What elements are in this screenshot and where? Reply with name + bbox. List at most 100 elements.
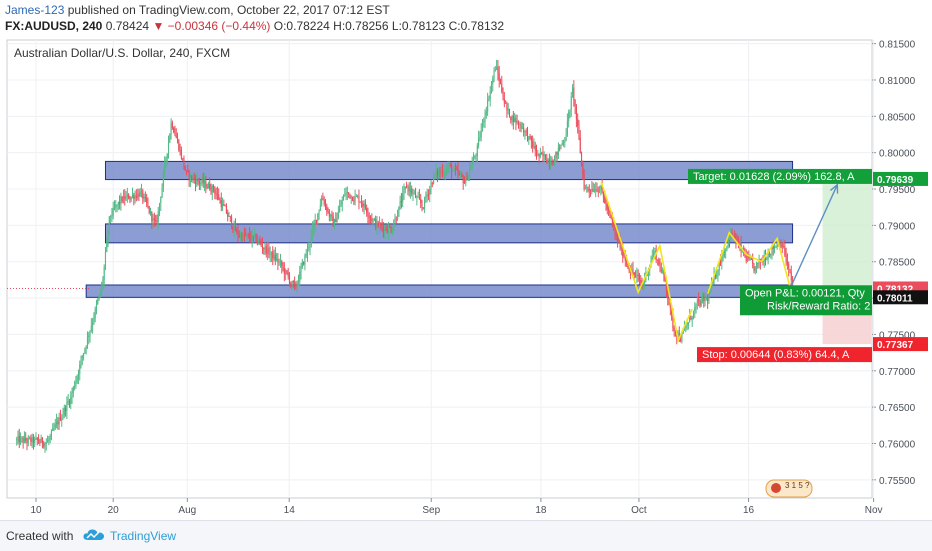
candle-body bbox=[32, 437, 34, 443]
candle-body bbox=[525, 130, 527, 132]
candle-body bbox=[360, 202, 363, 204]
candle-body bbox=[532, 141, 534, 148]
candle-body bbox=[38, 439, 40, 443]
candle-body bbox=[34, 438, 36, 443]
candle-body bbox=[240, 234, 242, 237]
candle-body bbox=[529, 136, 531, 137]
candle-body bbox=[268, 247, 270, 255]
candle-body bbox=[655, 250, 657, 261]
candle-body bbox=[552, 164, 554, 166]
candle-body bbox=[86, 336, 89, 347]
pattern-line[interactable] bbox=[600, 181, 693, 343]
candle-body bbox=[656, 259, 659, 261]
candle-body bbox=[202, 179, 204, 184]
candle-body bbox=[465, 175, 467, 184]
candle-body bbox=[384, 227, 386, 232]
candle-body bbox=[444, 173, 446, 174]
y-tick-label: 0.76000 bbox=[879, 439, 916, 450]
target-label[interactable]: Target: 0.01628 (2.09%) 162.8, A bbox=[688, 168, 872, 184]
price-tag-box bbox=[873, 171, 928, 186]
candle-body bbox=[95, 303, 98, 309]
author-link[interactable]: James-123 bbox=[5, 3, 65, 17]
x-tick-label: Nov bbox=[865, 505, 883, 516]
candle-body bbox=[399, 200, 401, 207]
candle-body bbox=[515, 117, 517, 123]
candle-body bbox=[297, 282, 300, 284]
candle-body bbox=[385, 227, 387, 230]
stop-label[interactable]: Stop: 0.00644 (0.83%) 64.4, A bbox=[697, 347, 872, 363]
price-tag-text: 0.78132 bbox=[877, 284, 914, 295]
candle-body bbox=[691, 318, 693, 320]
sr-zone[interactable] bbox=[104, 223, 794, 244]
candle-body bbox=[157, 210, 159, 222]
candle-body bbox=[604, 196, 606, 204]
candle-body bbox=[723, 250, 725, 257]
plot-area[interactable] bbox=[6, 39, 873, 499]
candle-body bbox=[412, 193, 414, 194]
candlestick-chart[interactable]: 0.81500 0.81000 0.80500 0.80000 0.79500 0.790… bbox=[0, 36, 932, 520]
candle-body bbox=[371, 217, 373, 222]
candle-body bbox=[766, 259, 768, 261]
candle-body bbox=[290, 283, 292, 285]
candle-body bbox=[92, 322, 94, 327]
candle-body bbox=[59, 417, 61, 421]
candle-body bbox=[213, 185, 215, 190]
target-area[interactable] bbox=[822, 178, 871, 298]
candle-body bbox=[314, 219, 316, 225]
candle-body bbox=[770, 254, 772, 256]
candle-body bbox=[714, 274, 716, 278]
candle-body bbox=[162, 173, 164, 187]
candle-body bbox=[133, 194, 135, 200]
candle-body bbox=[48, 439, 50, 442]
created-with-label: Created with bbox=[6, 529, 74, 543]
candle-body bbox=[198, 181, 200, 184]
candle-body bbox=[510, 117, 512, 121]
candle-body bbox=[615, 232, 617, 235]
candle-body bbox=[207, 183, 209, 189]
projection-arrow-line[interactable] bbox=[788, 184, 838, 292]
candle-body bbox=[312, 227, 314, 236]
candle-body bbox=[408, 186, 410, 192]
flag-icon bbox=[771, 483, 781, 493]
candle-body bbox=[25, 438, 27, 441]
candle-body bbox=[147, 203, 149, 207]
y-tick-label: 0.77500 bbox=[879, 330, 916, 341]
sr-zone[interactable] bbox=[85, 284, 794, 298]
candle-body bbox=[174, 132, 176, 136]
candle-body bbox=[54, 424, 56, 428]
candle-body bbox=[416, 197, 418, 198]
candle-body bbox=[276, 258, 278, 261]
candle-body bbox=[303, 261, 305, 265]
candle-body bbox=[57, 421, 59, 425]
candle-body bbox=[278, 261, 280, 263]
candle-body bbox=[63, 407, 65, 415]
candle-body bbox=[406, 186, 408, 188]
candle-body bbox=[542, 153, 544, 157]
symbol-label: FX:AUDUSD, 240 bbox=[5, 19, 103, 33]
candle-body bbox=[535, 150, 538, 155]
candle-body bbox=[381, 224, 383, 227]
candle-body bbox=[233, 225, 235, 231]
candle-body bbox=[58, 417, 60, 425]
candle-body bbox=[142, 190, 144, 199]
candle-body bbox=[547, 159, 549, 163]
candle-body bbox=[580, 152, 583, 163]
candle-body bbox=[167, 142, 170, 154]
candle-body bbox=[20, 438, 22, 443]
candle-body bbox=[31, 437, 33, 442]
candle-body bbox=[232, 226, 234, 231]
candle-body bbox=[620, 246, 622, 250]
candle-body bbox=[574, 99, 576, 107]
candle-body bbox=[27, 438, 29, 443]
candle-body bbox=[757, 262, 759, 264]
candle-body bbox=[425, 196, 427, 199]
candle-body bbox=[524, 130, 526, 133]
candle-body bbox=[345, 193, 347, 195]
candle-body bbox=[669, 305, 671, 308]
tradingview-brand-link[interactable]: TradingView bbox=[110, 529, 177, 543]
candle-body bbox=[671, 307, 673, 315]
candle-body bbox=[562, 142, 565, 144]
economic-events[interactable]: 3 1 5 ? bbox=[765, 479, 813, 498]
pattern-line[interactable] bbox=[706, 231, 792, 294]
